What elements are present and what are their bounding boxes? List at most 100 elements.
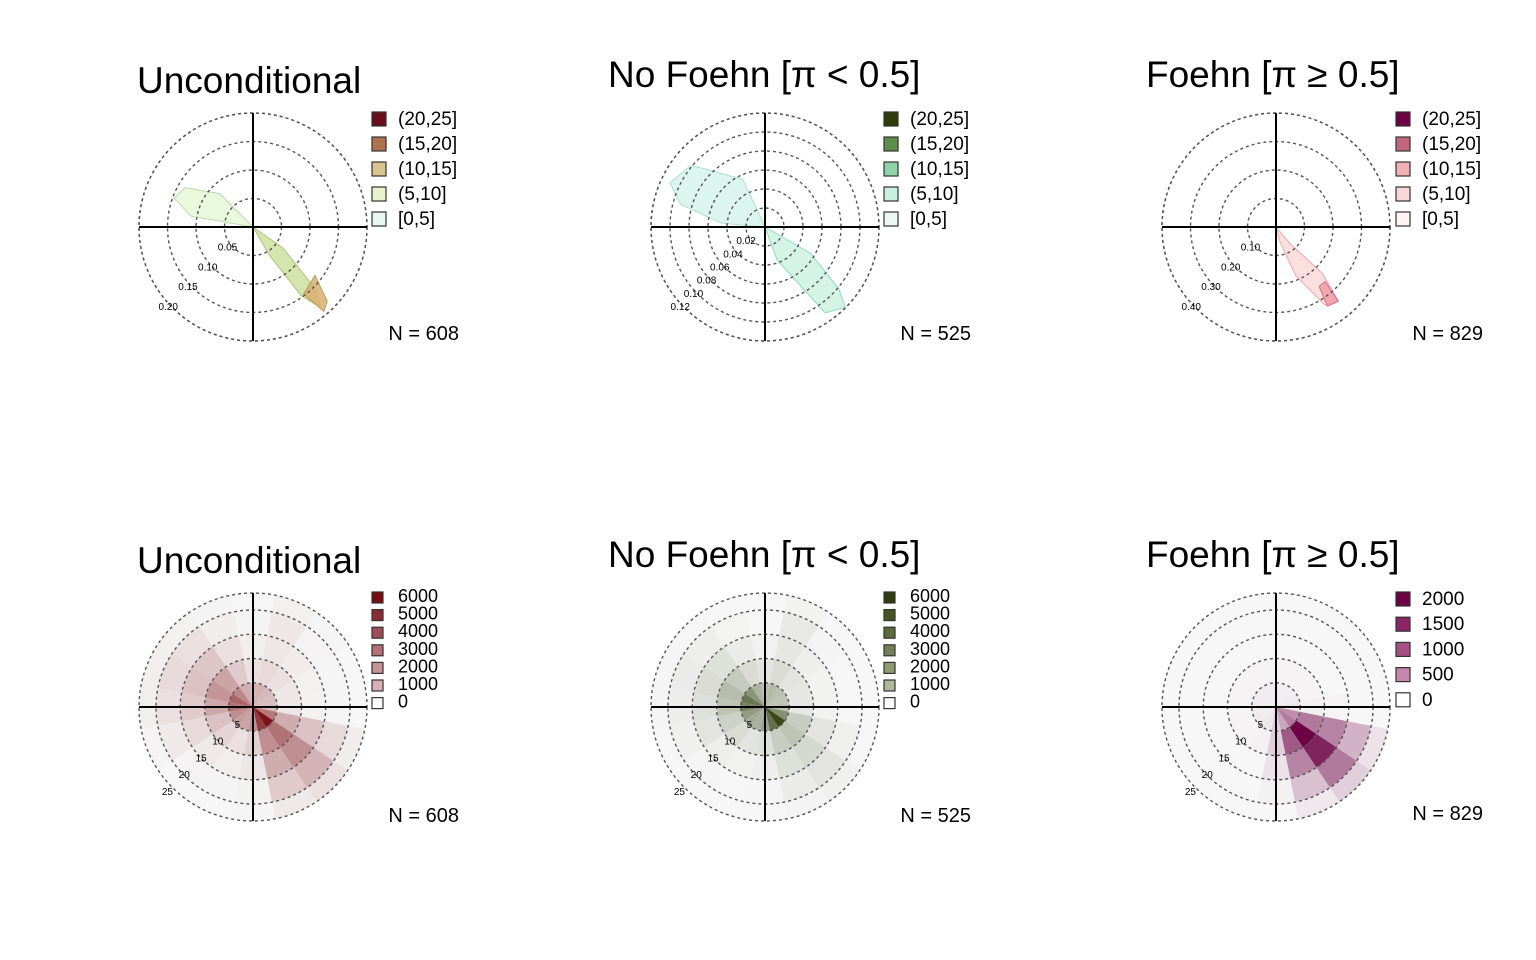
legend-label: (20,25] — [910, 109, 969, 130]
frequency-area — [1318, 280, 1340, 307]
legend-swatch — [371, 591, 384, 604]
heat-cell — [805, 626, 846, 667]
legend-label: (10,15] — [1422, 159, 1481, 180]
heat-cell — [266, 666, 294, 694]
legend-label: 1000 — [910, 674, 950, 694]
radial-tick-label: 0.02 — [736, 236, 756, 247]
heat-cell — [1228, 680, 1256, 703]
heat-cell — [293, 716, 325, 748]
heat-cell — [769, 659, 792, 687]
heat-cell — [1316, 716, 1348, 748]
heat-cell — [262, 747, 294, 779]
heat-cell — [253, 707, 267, 731]
heat-cell — [271, 595, 317, 627]
heat-cell — [805, 747, 846, 788]
legend-label: (15,20] — [910, 134, 969, 155]
heat-cell — [333, 725, 365, 771]
heat-cell — [1255, 707, 1276, 728]
heat-cell — [1329, 760, 1371, 802]
heat-cell — [1228, 711, 1256, 734]
radial-tick-label: 0.06 — [710, 262, 730, 273]
radial-tick-label: 25 — [674, 787, 686, 798]
heat-cell — [805, 716, 837, 748]
radial-tick-label: 5 — [747, 720, 753, 731]
sample-size-label: N = 829 — [1412, 803, 1483, 825]
legend-swatch — [1395, 161, 1411, 177]
legend-swatch — [1395, 211, 1411, 227]
legend-swatch — [883, 136, 899, 152]
heat-cell — [253, 707, 274, 728]
radial-tick-label: 0.20 — [159, 302, 179, 313]
heat-cell — [232, 686, 253, 707]
heat-cell — [765, 693, 789, 707]
radial-tick-label: 15 — [195, 753, 207, 764]
heat-cell — [212, 720, 240, 748]
heat-cell — [158, 612, 200, 654]
heat-cell — [724, 747, 756, 779]
legend-label: 1000 — [398, 674, 438, 694]
legend-label: 5000 — [910, 604, 950, 624]
heat-cell — [1276, 683, 1290, 707]
heat-cell — [1276, 707, 1290, 731]
legend-swatch — [371, 696, 384, 710]
heat-cell — [266, 720, 294, 748]
heat-cell — [785, 680, 813, 703]
sample-size-label: N = 525 — [900, 805, 971, 827]
heat-cell — [172, 626, 213, 667]
heat-cell — [212, 666, 240, 694]
legend-swatch — [883, 644, 896, 657]
heat-cell — [724, 666, 752, 694]
legend-swatch — [883, 186, 899, 202]
sample-size-label: N = 829 — [1412, 323, 1483, 345]
legend-swatch — [371, 644, 384, 657]
panel-6: 5 10 15 20 25 Foehn [π ≥ 0.5] 2000 1500 1000 500 0… — [1146, 534, 1483, 825]
legend-label: 0 — [910, 692, 920, 712]
legend-label: (20,25] — [1422, 109, 1481, 130]
legend-label: (15,20] — [398, 134, 457, 155]
heat-cell — [192, 733, 227, 768]
legend-label: [0,5] — [398, 209, 435, 230]
heat-cell — [724, 635, 756, 667]
heat-cell — [693, 716, 725, 748]
heat-cell — [1285, 747, 1317, 779]
legend-label: [0,5] — [910, 209, 947, 230]
heat-cell — [293, 626, 334, 667]
radial-tick-label: 0.08 — [697, 276, 717, 287]
legend-swatch — [371, 136, 387, 152]
legend-swatch — [883, 211, 899, 227]
heat-cell — [717, 680, 745, 703]
heat-cell — [229, 707, 253, 721]
heat-cell — [306, 612, 348, 654]
legend-label: 1500 — [1422, 614, 1464, 635]
heat-cell — [791, 646, 826, 681]
heat-cell — [1252, 707, 1276, 721]
heat-cell — [1316, 747, 1357, 788]
heat-cell — [141, 725, 173, 771]
heat-cell — [1302, 733, 1337, 768]
legend-label: 6000 — [398, 586, 438, 606]
heat-cell — [769, 727, 792, 755]
heat-cell — [1276, 693, 1300, 707]
legend-swatch — [371, 186, 387, 202]
legend-label: 4000 — [910, 621, 950, 641]
legend-swatch — [371, 608, 384, 622]
heat-cell — [1255, 686, 1276, 707]
legend-swatch — [1395, 616, 1411, 632]
heat-cell — [765, 707, 779, 731]
heat-cell — [293, 666, 325, 698]
heat-cell — [172, 747, 213, 788]
legend-label: 5000 — [398, 604, 438, 624]
heat-cell — [181, 716, 213, 748]
panel-title: Unconditional — [137, 540, 361, 581]
radial-tick-label: 10 — [724, 737, 736, 748]
heat-cell — [226, 659, 249, 687]
legend-label: 4000 — [398, 621, 438, 641]
heat-cell — [1294, 787, 1340, 819]
legend-swatch — [1395, 186, 1411, 202]
legend-label: (5,10] — [398, 184, 447, 205]
frequency-area — [173, 187, 255, 228]
legend-swatch — [883, 591, 896, 604]
radial-tick-label: 0.10 — [1241, 243, 1261, 254]
legend-label: [0,5] — [1422, 209, 1459, 230]
heat-cell — [229, 693, 253, 707]
